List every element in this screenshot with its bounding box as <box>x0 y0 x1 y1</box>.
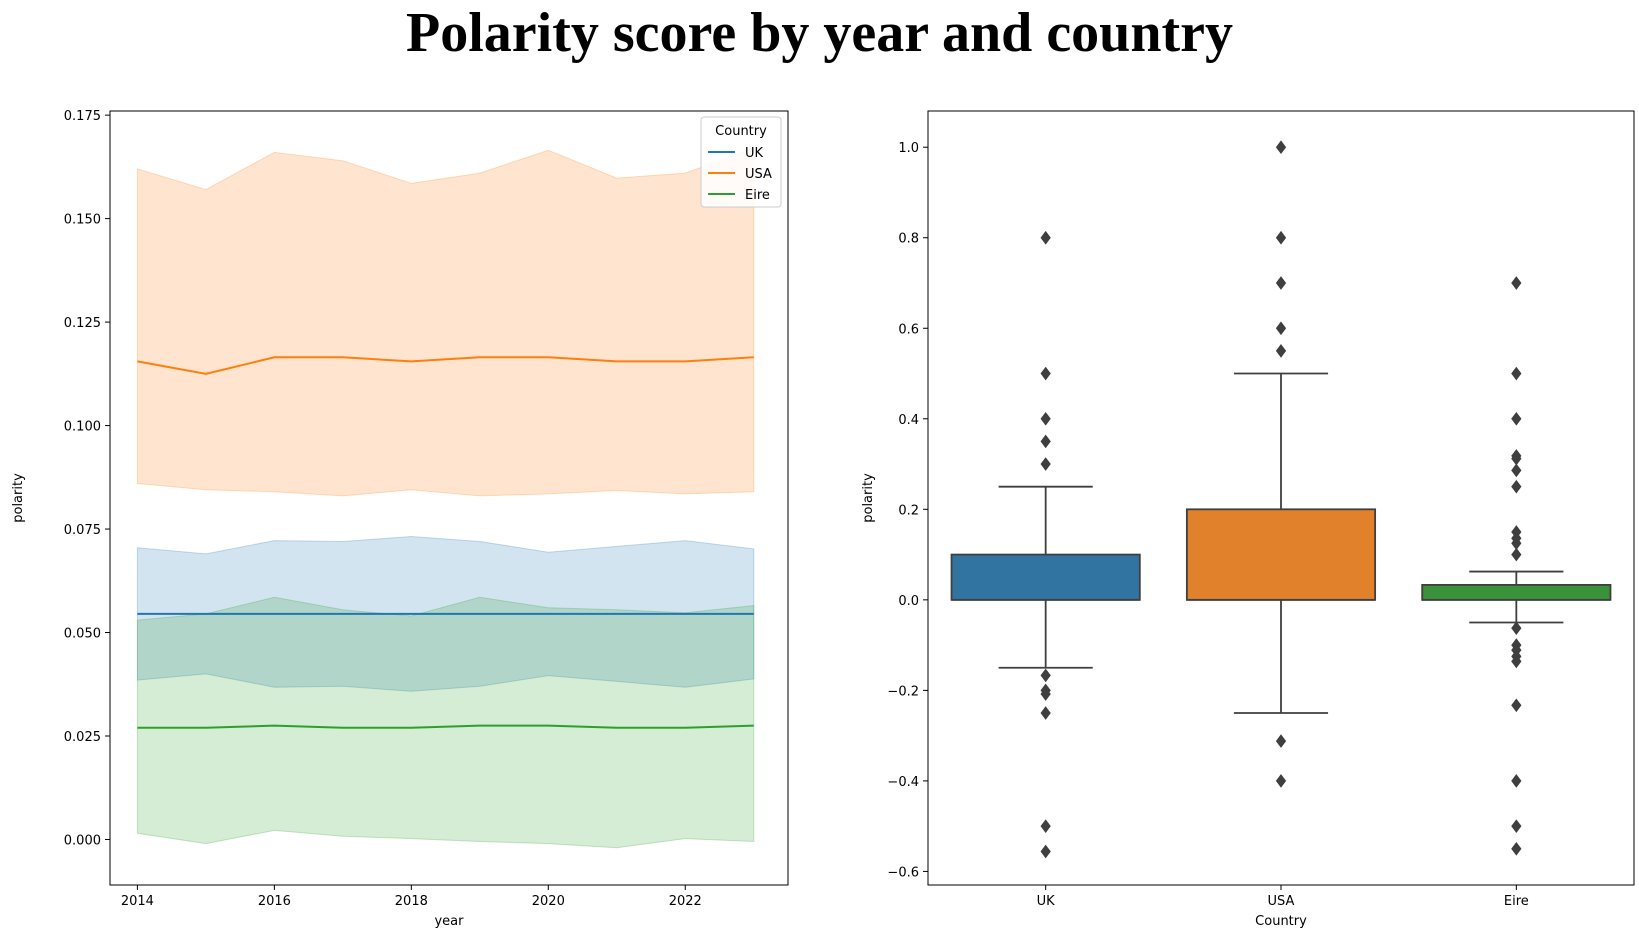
outlier-point-usa <box>1275 734 1287 748</box>
box-eire <box>1421 584 1612 601</box>
y-tick-label: 0.075 <box>64 523 101 538</box>
y-tick-label: 0.150 <box>64 213 101 228</box>
y-axis-label: polarity <box>861 473 876 523</box>
y-tick-label: 0.000 <box>64 833 101 848</box>
y-axis-label: polarity <box>11 473 26 523</box>
y-tick-label: −0.6 <box>887 865 919 880</box>
outlier-point-uk <box>1040 434 1051 449</box>
series-line-eire <box>137 724 754 729</box>
y-tick-label: −0.2 <box>887 684 919 699</box>
box-uk <box>950 553 1141 601</box>
outlier-point-eire <box>1511 366 1522 381</box>
x-axis-label: Country <box>1255 914 1307 929</box>
outlier-point-eire <box>1511 547 1522 562</box>
legend-label-usa: USA <box>745 167 772 182</box>
ci-band-eire <box>136 596 755 849</box>
outlier-point-eire <box>1511 411 1522 426</box>
line-chart-frame <box>109 110 789 886</box>
outlier-point-eire <box>1511 621 1522 635</box>
outlier-point-eire <box>1511 698 1522 713</box>
box-usa <box>1185 508 1377 601</box>
outlier-point-uk <box>1040 230 1051 245</box>
outlier-point-usa <box>1275 276 1287 290</box>
y-tick-label: 0.4 <box>898 413 919 428</box>
outlier-point-uk <box>1040 844 1051 859</box>
box-group-eire <box>1421 276 1612 856</box>
x-tick-label: Eire <box>1504 894 1529 909</box>
y-tick-label: 0.175 <box>64 109 101 124</box>
y-tick-label: 0.6 <box>898 322 919 337</box>
ci-band-usa <box>136 147 755 497</box>
x-tick-label: 2022 <box>669 894 702 909</box>
y-tick-label: 0.2 <box>898 503 919 518</box>
outlier-point-eire <box>1511 463 1522 478</box>
outlier-point-eire <box>1511 841 1522 856</box>
outlier-point-eire <box>1511 654 1522 669</box>
legend-label-uk: UK <box>745 146 764 161</box>
y-tick-label: 0.125 <box>64 316 101 331</box>
outlier-point-usa <box>1275 774 1287 788</box>
outlier-point-eire <box>1511 276 1522 290</box>
legend: Country UK USA Eire <box>700 116 782 208</box>
outlier-point-eire <box>1511 479 1522 494</box>
outlier-point-eire <box>1511 774 1522 788</box>
x-tick-label: 2018 <box>395 894 428 909</box>
y-tick-label: 0.025 <box>64 730 101 745</box>
y-tick-label: 0.100 <box>64 420 101 435</box>
box-plot-panel: UK USA Eire −0.6 −0.4 −0.2 0.0 0.2 0.4 0.6 0.8 1.0 C… <box>861 110 1635 929</box>
line-chart-panel: 2014 2016 2018 2020 2022 0.000 0.025 0.050 0.075… <box>11 109 789 929</box>
y-tick-label: 1.0 <box>898 141 919 156</box>
y-tick-label: 0.050 <box>64 627 101 642</box>
x-tick-label: UK <box>1037 894 1056 909</box>
outlier-point-usa <box>1275 230 1287 245</box>
outlier-point-usa <box>1275 321 1287 336</box>
legend-box <box>700 116 782 208</box>
x-tick-label: 2014 <box>121 894 154 909</box>
outlier-point-uk <box>1040 457 1051 471</box>
outlier-point-usa <box>1275 344 1287 358</box>
y-tick-label: 0.0 <box>898 594 919 609</box>
outlier-point-uk <box>1040 411 1051 426</box>
line-chart-plot-area <box>136 147 755 849</box>
figure-title: Polarity score by year and country <box>406 2 1233 64</box>
box-group-usa <box>1185 140 1377 788</box>
y-tick-label: −0.4 <box>887 775 919 790</box>
x-tick-label: 2016 <box>258 894 291 909</box>
outlier-point-uk <box>1040 687 1051 701</box>
outlier-point-usa <box>1275 140 1287 155</box>
legend-title: Country <box>715 124 767 139</box>
y-tick-label: 0.8 <box>898 232 919 247</box>
outlier-point-uk <box>1040 706 1051 720</box>
x-tick-label: 2020 <box>532 894 565 909</box>
legend-label-eire: Eire <box>745 188 770 203</box>
outlier-point-uk <box>1040 819 1051 833</box>
outlier-point-eire <box>1511 819 1522 833</box>
box-group-uk <box>950 230 1141 859</box>
outlier-point-uk <box>1040 366 1051 381</box>
outlier-point-uk <box>1040 668 1051 683</box>
x-axis-label: year <box>434 914 464 929</box>
series-line-usa <box>137 356 754 375</box>
x-tick-label: USA <box>1268 894 1295 909</box>
